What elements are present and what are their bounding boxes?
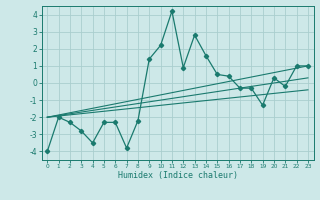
- X-axis label: Humidex (Indice chaleur): Humidex (Indice chaleur): [118, 171, 237, 180]
